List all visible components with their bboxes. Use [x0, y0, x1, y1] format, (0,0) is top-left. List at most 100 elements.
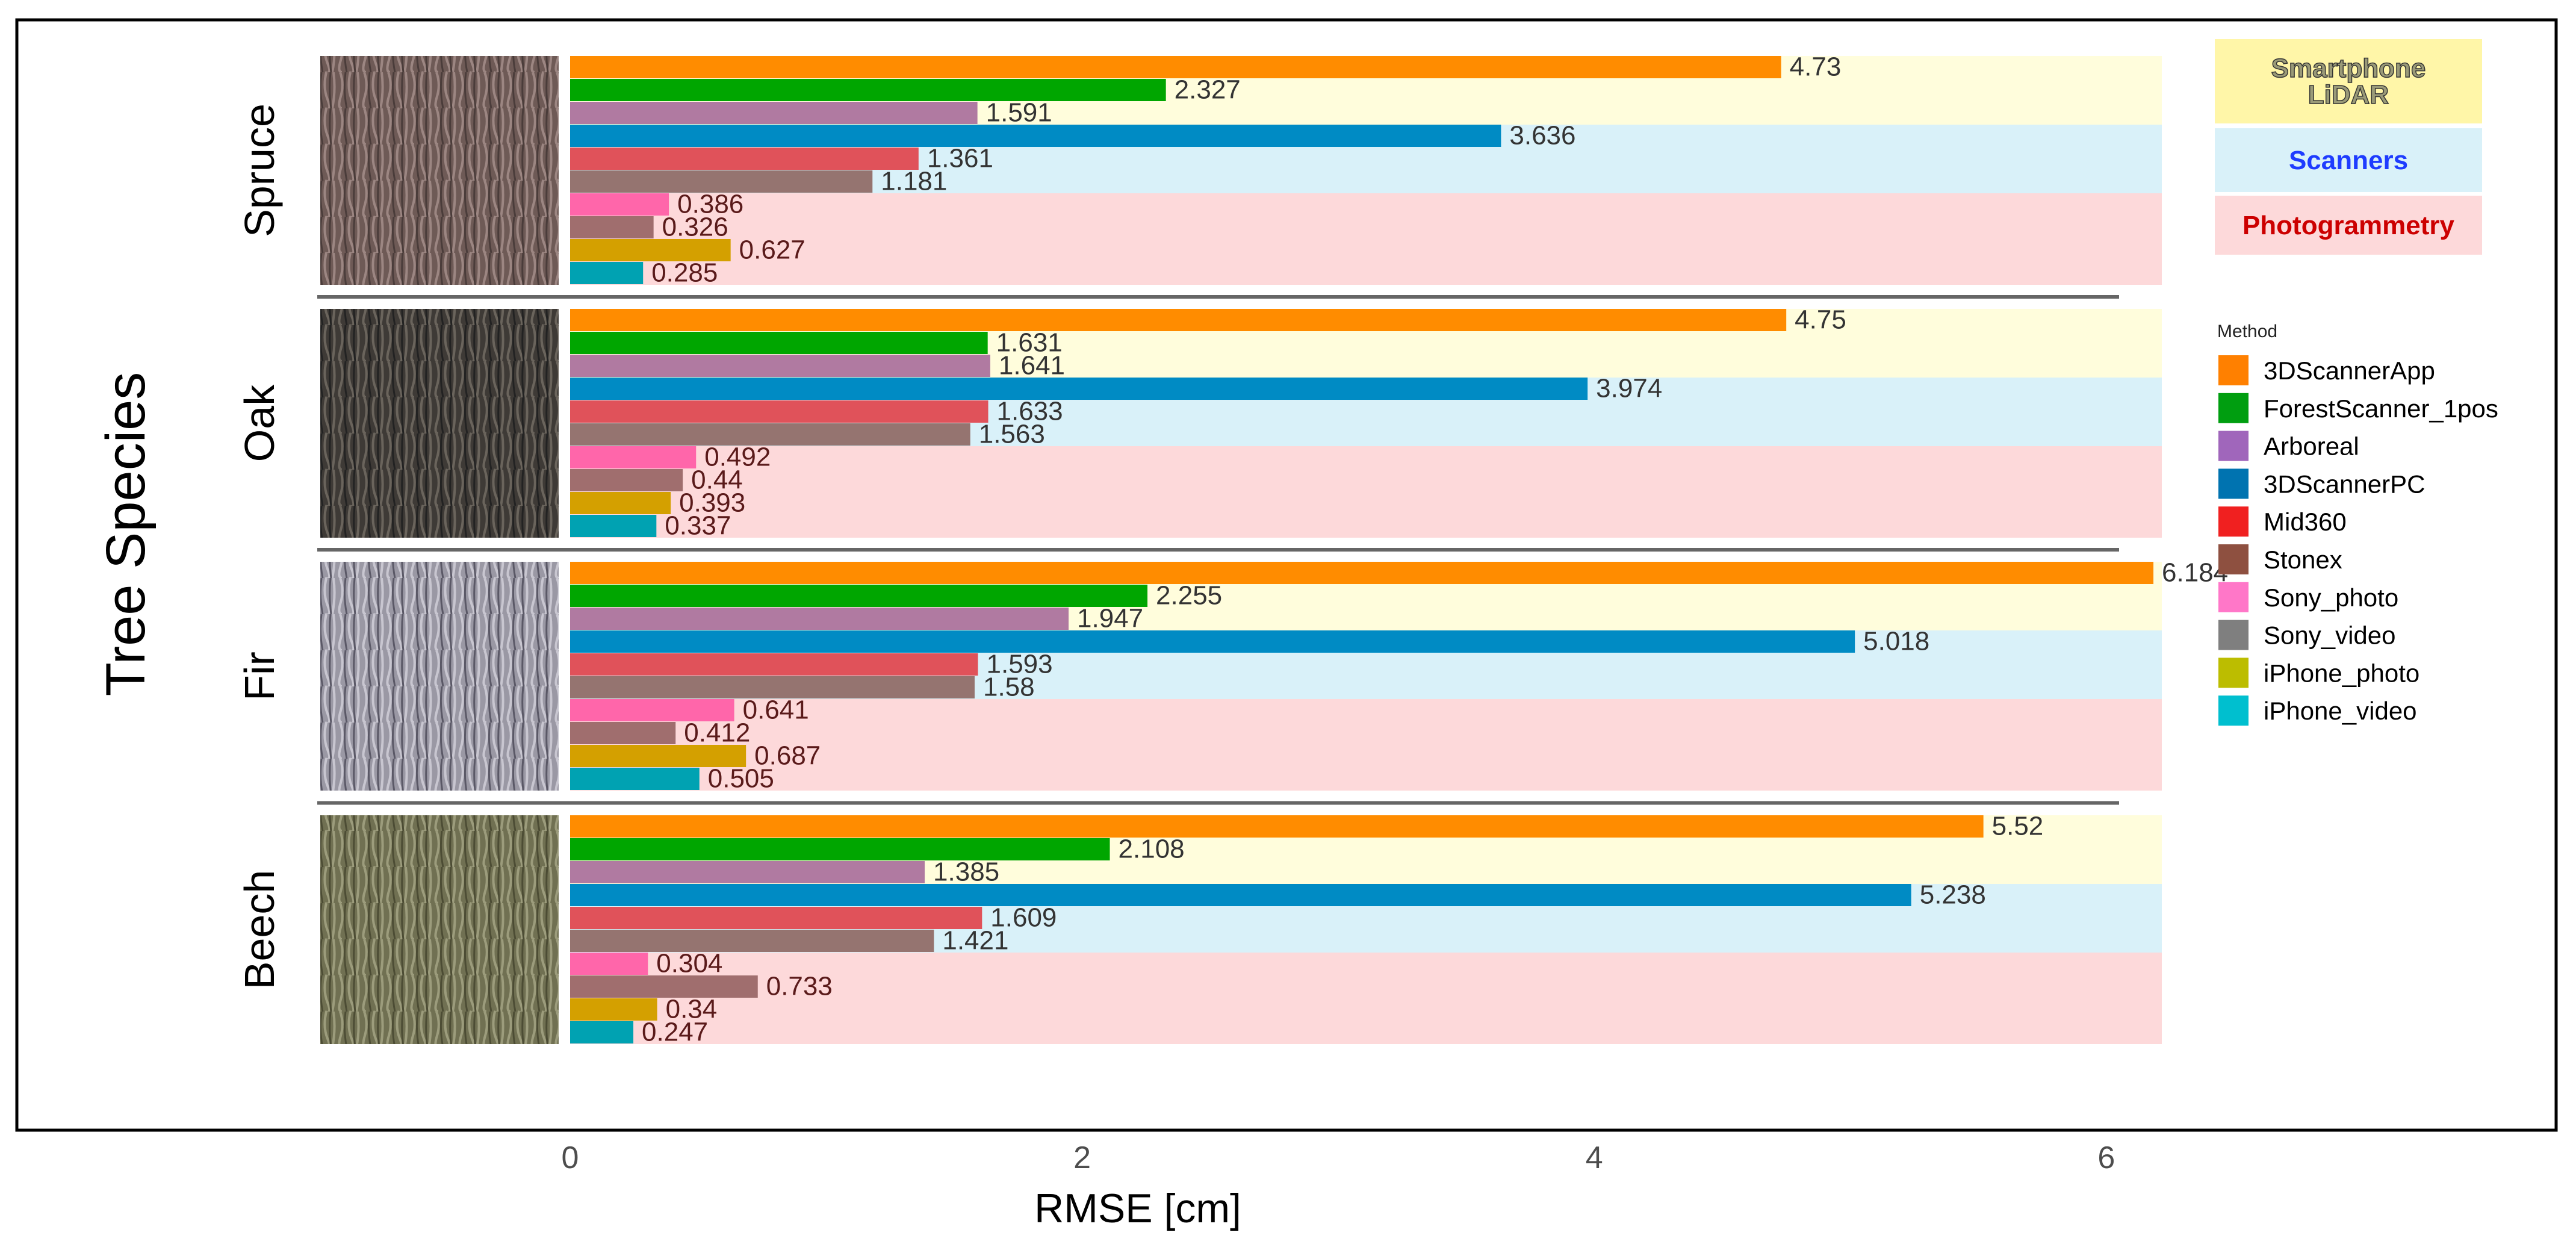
legend-swatch-iphone_photo	[2218, 658, 2249, 688]
bar-value-label: 0.412	[684, 718, 750, 747]
legend-item-label: iPhone_photo	[2264, 659, 2419, 687]
bar-3dscannerapp	[570, 562, 2154, 584]
legend-title: Method	[2217, 322, 2277, 341]
bar-3dscannerapp	[570, 309, 1787, 331]
bar-value-label: 1.58	[983, 672, 1035, 701]
bar-arboreal	[570, 355, 990, 377]
bar-3dscannerapp	[570, 815, 1984, 838]
y-axis-title: Tree Species	[95, 372, 157, 697]
bar-3dscannerapp	[570, 56, 1781, 78]
bar-arboreal	[570, 102, 978, 124]
bar-value-label: 4.75	[1795, 305, 1846, 334]
legend-swatch-3dscannerpc	[2218, 468, 2249, 499]
bar-value-label: 0.641	[743, 695, 809, 724]
bar-iphone_video	[570, 1021, 634, 1043]
legend-swatch-forestscanner_1pos	[2218, 393, 2249, 423]
bar-value-label: 1.609	[990, 903, 1057, 932]
legend-item-label: 3DScannerPC	[2264, 470, 2425, 498]
bar-sony_video	[570, 722, 676, 744]
bar-sony_video	[570, 469, 683, 491]
bar-forestscanner_1pos	[570, 79, 1166, 101]
group-band-photogrammetry	[570, 953, 2162, 1044]
group-legend-label: Photogrammetry	[2242, 211, 2455, 240]
bar-iphone_video	[570, 515, 657, 537]
bar-mid360	[570, 148, 919, 170]
x-tick-label: 4	[1586, 1140, 1603, 1175]
group-legend-box	[2215, 196, 2482, 255]
bar-value-label: 0.326	[662, 212, 728, 241]
legend-item-label: Stonex	[2264, 546, 2342, 574]
bar-value-label: 0.247	[642, 1017, 708, 1046]
bar-forestscanner_1pos	[570, 838, 1110, 860]
bar-3dscannerpc	[570, 378, 1588, 400]
legend-swatch-sony_video	[2218, 620, 2249, 650]
bar-value-label: 1.563	[979, 419, 1045, 449]
group-band-photogrammetry	[570, 193, 2162, 285]
bar-value-label: 1.591	[986, 98, 1052, 127]
group-band-photogrammetry	[570, 446, 2162, 538]
bar-arboreal	[570, 861, 925, 883]
bark-image-fir	[320, 562, 559, 791]
bar-iphone_video	[570, 262, 644, 284]
bar-arboreal	[570, 608, 1069, 630]
bar-value-label: 6.184	[2162, 558, 2228, 587]
legend-swatch-stonex	[2218, 544, 2249, 574]
bar-stonex	[570, 423, 970, 446]
legend-item-label: Sony_photo	[2264, 583, 2398, 612]
legend-item-label: 3DScannerApp	[2264, 356, 2435, 385]
bar-3dscannerpc	[570, 125, 1501, 147]
bar-value-label: 0.304	[656, 948, 722, 978]
legend-item-label: Mid360	[2264, 508, 2347, 536]
group-legend-box	[2215, 39, 2482, 123]
bar-forestscanner_1pos	[570, 332, 988, 354]
bar-sony_photo	[570, 953, 648, 975]
plot-frame	[15, 18, 2558, 1132]
bar-value-label: 0.393	[679, 488, 745, 517]
bar-value-label: 1.421	[942, 925, 1008, 955]
legend-swatch-arboreal	[2218, 431, 2249, 461]
legend-swatch-iphone_video	[2218, 695, 2249, 726]
legend-swatch-sony_photo	[2218, 582, 2249, 612]
bar-value-label: 2.327	[1175, 75, 1241, 104]
bar-3dscannerpc	[570, 630, 1855, 653]
bar-mid360	[570, 907, 982, 929]
bar-sony_photo	[570, 699, 734, 721]
bar-value-label: 0.386	[677, 189, 743, 219]
bar-forestscanner_1pos	[570, 585, 1148, 607]
bar-iphone_photo	[570, 239, 731, 261]
legend-swatch-mid360	[2218, 506, 2249, 537]
bar-value-label: 5.52	[1992, 811, 2044, 841]
bar-iphone_photo	[570, 998, 657, 1021]
x-tick-label: 2	[1073, 1140, 1091, 1175]
bar-value-label: 0.34	[666, 994, 718, 1024]
bar-mid360	[570, 400, 989, 423]
species-label: Fir	[236, 651, 283, 701]
bar-value-label: 1.633	[997, 396, 1063, 426]
bar-value-label: 0.627	[739, 235, 805, 264]
bar-iphone_video	[570, 768, 700, 790]
bar-mid360	[570, 653, 978, 676]
x-tick-label: 6	[2097, 1140, 2115, 1175]
bar-value-label: 0.733	[766, 971, 833, 1001]
bar-value-label: 0.687	[754, 741, 821, 770]
bar-value-label: 1.361	[927, 143, 993, 173]
bar-value-label: 4.73	[1790, 52, 1842, 81]
bar-value-label: 1.385	[933, 857, 999, 886]
bar-value-label: 5.238	[1920, 880, 1986, 909]
bar-sony_video	[570, 975, 758, 998]
legend-item-label: iPhone_video	[2264, 697, 2417, 725]
legend-item-label: Sony_video	[2264, 621, 2396, 650]
legend-item-label: Arboreal	[2264, 432, 2359, 461]
group-legend-label: Smartphone	[2271, 54, 2426, 83]
bar-value-label: 5.018	[1863, 626, 1929, 656]
group-legend-label: LiDAR	[2308, 80, 2389, 110]
bar-value-label: 1.641	[999, 350, 1065, 380]
bar-value-label: 0.285	[651, 258, 718, 287]
bar-value-label: 2.108	[1119, 834, 1185, 863]
bar-value-label: 1.947	[1077, 603, 1143, 633]
bark-image-oak	[320, 309, 559, 538]
bark-image-beech	[320, 815, 559, 1044]
bar-sony_photo	[570, 193, 669, 216]
species-label: Beech	[236, 870, 283, 989]
bar-value-label: 0.337	[665, 511, 731, 540]
